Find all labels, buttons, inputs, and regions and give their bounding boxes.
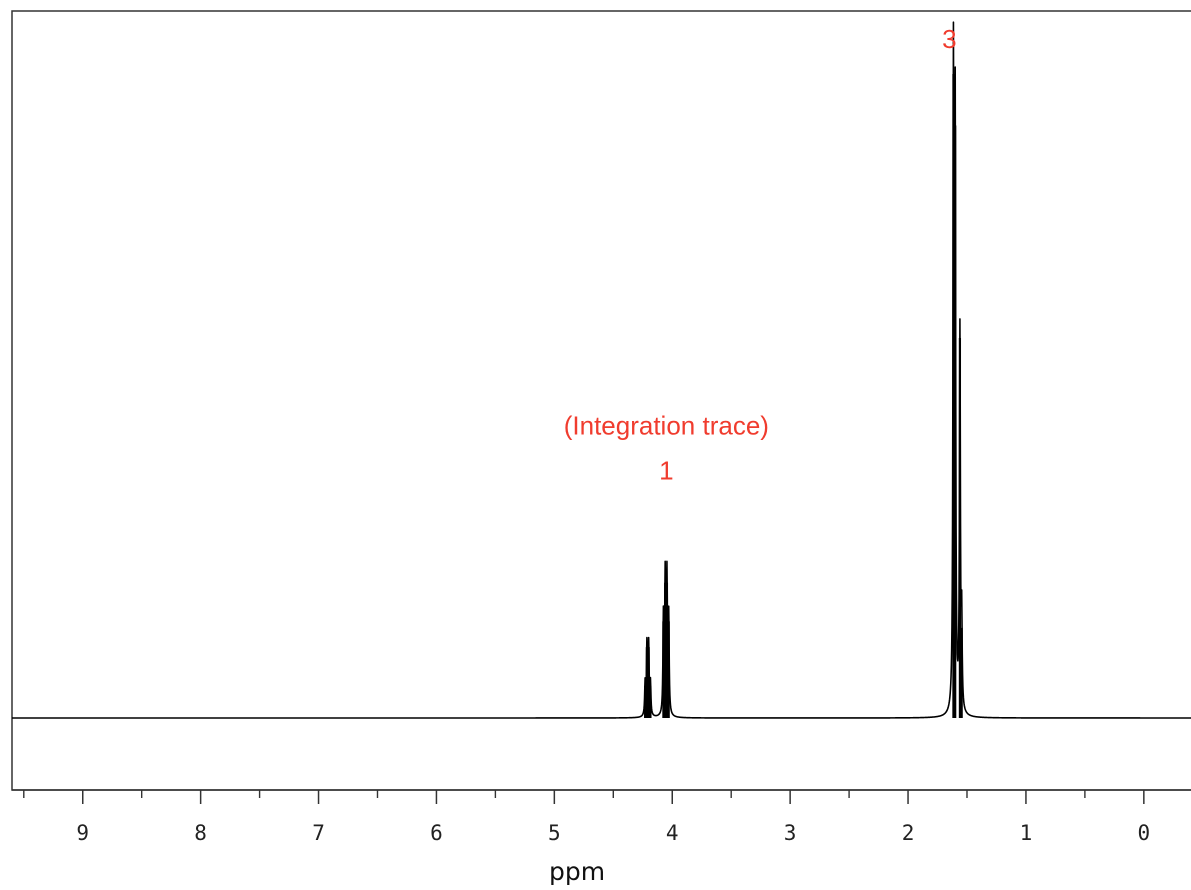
x-tick-label: 0 bbox=[1138, 821, 1151, 845]
x-axis-title: ppm bbox=[549, 857, 605, 886]
x-tick-label: 5 bbox=[548, 821, 561, 845]
x-tick-label: 4 bbox=[666, 821, 679, 845]
annotation-label: (Integration trace) bbox=[564, 411, 769, 441]
spectrum-trace bbox=[11, 21, 1191, 719]
plot-frame bbox=[11, 10, 1191, 791]
x-minor-ticks bbox=[23, 790, 1086, 798]
annotation-label: 3 bbox=[942, 24, 956, 54]
x-major-ticks bbox=[81, 790, 1145, 804]
x-tick-labels: 9 8 7 6 5 4 3 2 1 0 bbox=[76, 821, 1150, 845]
x-tick-label: 3 bbox=[784, 821, 797, 845]
x-tick-label: 7 bbox=[312, 821, 325, 845]
x-tick-label: 1 bbox=[1020, 821, 1033, 845]
annotation-label: 1 bbox=[659, 456, 673, 486]
x-tick-label: 8 bbox=[194, 821, 207, 845]
x-tick-label: 2 bbox=[902, 821, 915, 845]
annotations: (Integration trace) 1 3 bbox=[564, 24, 957, 485]
x-tick-label: 6 bbox=[430, 821, 443, 845]
peak-marks bbox=[644, 74, 963, 718]
x-tick-label: 9 bbox=[76, 821, 89, 845]
